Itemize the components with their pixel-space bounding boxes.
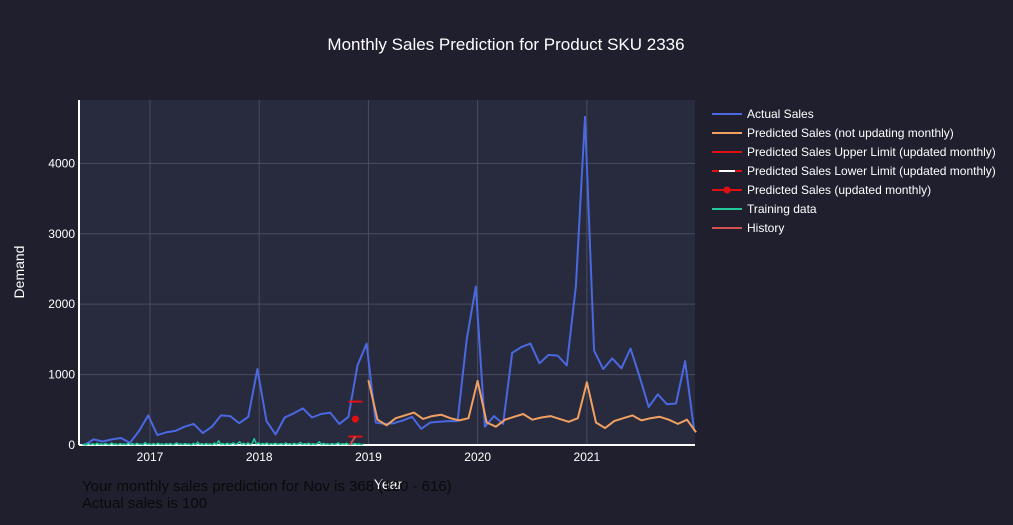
- y-tick-label: 1000: [48, 368, 75, 382]
- axes: [78, 100, 695, 446]
- y-tick-label: 3000: [48, 227, 75, 241]
- legend-label: Actual Sales: [747, 107, 814, 121]
- series-line: [349, 436, 357, 446]
- y-axis-label: Demand: [11, 246, 27, 299]
- legend-item-predicted-sales-updated-monthly[interactable]: Predicted Sales (updated monthly): [712, 183, 931, 197]
- x-tick-label: 2017: [137, 450, 164, 464]
- x-tick-label: 2019: [355, 450, 382, 464]
- legend-label: Predicted Sales Upper Limit (updated mon…: [747, 145, 996, 159]
- actual-sales-note: Actual sales is 100: [82, 495, 208, 512]
- series-predicted-sales-not-updating-monthly: [367, 379, 697, 433]
- y-tick-label: 4000: [48, 156, 75, 170]
- series-line: [82, 437, 364, 446]
- legend-label: Predicted Sales Lower Limit (updated mon…: [747, 164, 996, 178]
- chart-title: Monthly Sales Prediction for Product SKU…: [327, 35, 684, 54]
- legend-marker: [723, 186, 731, 194]
- series-predicted-sales-updated-monthly: [351, 415, 359, 423]
- legend-item-training-data[interactable]: Training data: [712, 202, 817, 216]
- y-tick-labels: 0 1000 2000 3000 4000: [48, 156, 75, 452]
- x-tick-label: 2018: [246, 450, 273, 464]
- x-tick-label: 2020: [464, 450, 491, 464]
- legend-label: Predicted Sales (not updating monthly): [747, 126, 954, 140]
- prediction-note: Your monthly sales prediction for Nov is…: [82, 478, 452, 495]
- prediction-point: [351, 415, 359, 423]
- x-tick-labels: 2017 2018 2019 2020 2021: [137, 450, 601, 464]
- legend-label: Predicted Sales (updated monthly): [747, 183, 931, 197]
- legend-item-predicted-sales-lower-limit-updated-monthly[interactable]: Predicted Sales Lower Limit (updated mon…: [712, 164, 996, 178]
- grid-lines: [79, 100, 695, 445]
- legend-item-actual-sales[interactable]: Actual Sales: [712, 107, 814, 121]
- series-line: [367, 379, 697, 433]
- series-layer: [82, 115, 697, 446]
- x-axis-label: Year: [374, 476, 403, 492]
- legend-label: History: [747, 221, 784, 235]
- series-training-data: [82, 437, 364, 446]
- series-history: [349, 436, 357, 446]
- legend-item-history[interactable]: History: [712, 221, 784, 235]
- legend-item-predicted-sales-not-updating-monthly[interactable]: Predicted Sales (not updating monthly): [712, 126, 954, 140]
- plot-area: [79, 100, 695, 445]
- legend-label: Training data: [747, 202, 817, 216]
- legend[interactable]: Actual Sales Predicted Sales (not updatin…: [712, 107, 996, 235]
- y-tick-label: 0: [68, 438, 75, 452]
- x-tick-label: 2021: [574, 450, 601, 464]
- legend-item-predicted-sales-upper-limit-updated-monthly[interactable]: Predicted Sales Upper Limit (updated mon…: [712, 145, 996, 159]
- y-tick-label: 2000: [48, 297, 75, 311]
